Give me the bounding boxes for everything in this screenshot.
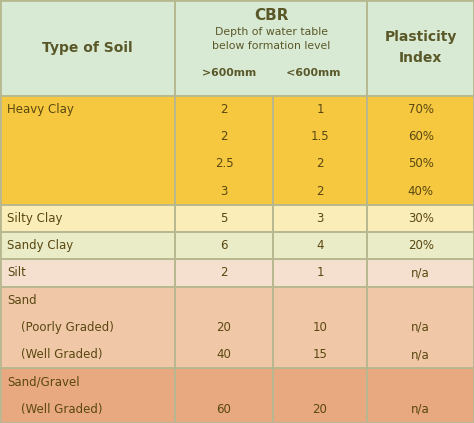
Text: 30%: 30% — [408, 212, 434, 225]
Text: 2.5: 2.5 — [215, 157, 233, 170]
Bar — [175, 0, 367, 96]
Bar — [175, 96, 273, 205]
Bar — [0, 286, 175, 368]
Text: (Well Graded): (Well Graded) — [21, 348, 103, 361]
Text: 20: 20 — [312, 403, 328, 416]
Text: n/a: n/a — [411, 348, 430, 361]
Bar — [367, 368, 474, 423]
Bar — [367, 96, 474, 205]
Text: 2: 2 — [220, 266, 228, 280]
Bar — [0, 232, 175, 259]
Text: 1: 1 — [316, 266, 324, 280]
Bar — [273, 205, 367, 232]
Text: 4: 4 — [316, 239, 324, 252]
Text: 40%: 40% — [408, 184, 434, 198]
Text: Silt: Silt — [7, 266, 26, 280]
Bar — [175, 286, 273, 368]
Bar — [367, 232, 474, 259]
Bar — [367, 286, 474, 368]
Text: (Poorly Graded): (Poorly Graded) — [21, 321, 114, 334]
Text: 60%: 60% — [408, 130, 434, 143]
Text: 2: 2 — [316, 157, 324, 170]
Bar — [175, 232, 273, 259]
Text: Type of Soil: Type of Soil — [42, 41, 133, 55]
Bar — [175, 259, 273, 286]
Text: 1.5: 1.5 — [310, 130, 329, 143]
Text: 20%: 20% — [408, 239, 434, 252]
Bar — [367, 205, 474, 232]
Text: Heavy Clay: Heavy Clay — [7, 103, 74, 115]
Text: 40: 40 — [217, 348, 231, 361]
Text: >600mm        <600mm: >600mm <600mm — [202, 69, 341, 78]
Bar — [273, 286, 367, 368]
Text: 50%: 50% — [408, 157, 434, 170]
Bar — [367, 0, 474, 96]
Text: 6: 6 — [220, 239, 228, 252]
Bar — [175, 368, 273, 423]
Text: (Well Graded): (Well Graded) — [21, 403, 103, 416]
Text: 3: 3 — [220, 184, 228, 198]
Text: 2: 2 — [316, 184, 324, 198]
Text: Sandy Clay: Sandy Clay — [7, 239, 73, 252]
Text: 15: 15 — [312, 348, 328, 361]
Bar — [0, 368, 175, 423]
Bar — [0, 259, 175, 286]
Bar — [273, 96, 367, 205]
Text: 1: 1 — [316, 103, 324, 115]
Text: 5: 5 — [220, 212, 228, 225]
Bar — [175, 205, 273, 232]
Bar — [273, 259, 367, 286]
Bar — [0, 0, 175, 96]
Text: n/a: n/a — [411, 403, 430, 416]
Text: n/a: n/a — [411, 266, 430, 280]
Text: Plasticity
Index: Plasticity Index — [384, 30, 457, 65]
Text: 20: 20 — [217, 321, 231, 334]
Text: 10: 10 — [312, 321, 328, 334]
Text: 70%: 70% — [408, 103, 434, 115]
Bar — [367, 259, 474, 286]
Bar — [273, 368, 367, 423]
Text: 60: 60 — [217, 403, 231, 416]
Text: n/a: n/a — [411, 321, 430, 334]
Bar — [0, 96, 175, 205]
Bar — [273, 232, 367, 259]
Text: Silty Clay: Silty Clay — [7, 212, 63, 225]
Text: Sand/Gravel: Sand/Gravel — [7, 376, 80, 389]
Text: Sand: Sand — [7, 294, 36, 307]
Text: Depth of water table
below formation level: Depth of water table below formation lev… — [212, 27, 330, 51]
Bar — [0, 205, 175, 232]
Text: 3: 3 — [316, 212, 324, 225]
Text: 2: 2 — [220, 130, 228, 143]
Text: CBR: CBR — [254, 8, 289, 23]
Text: 2: 2 — [220, 103, 228, 115]
